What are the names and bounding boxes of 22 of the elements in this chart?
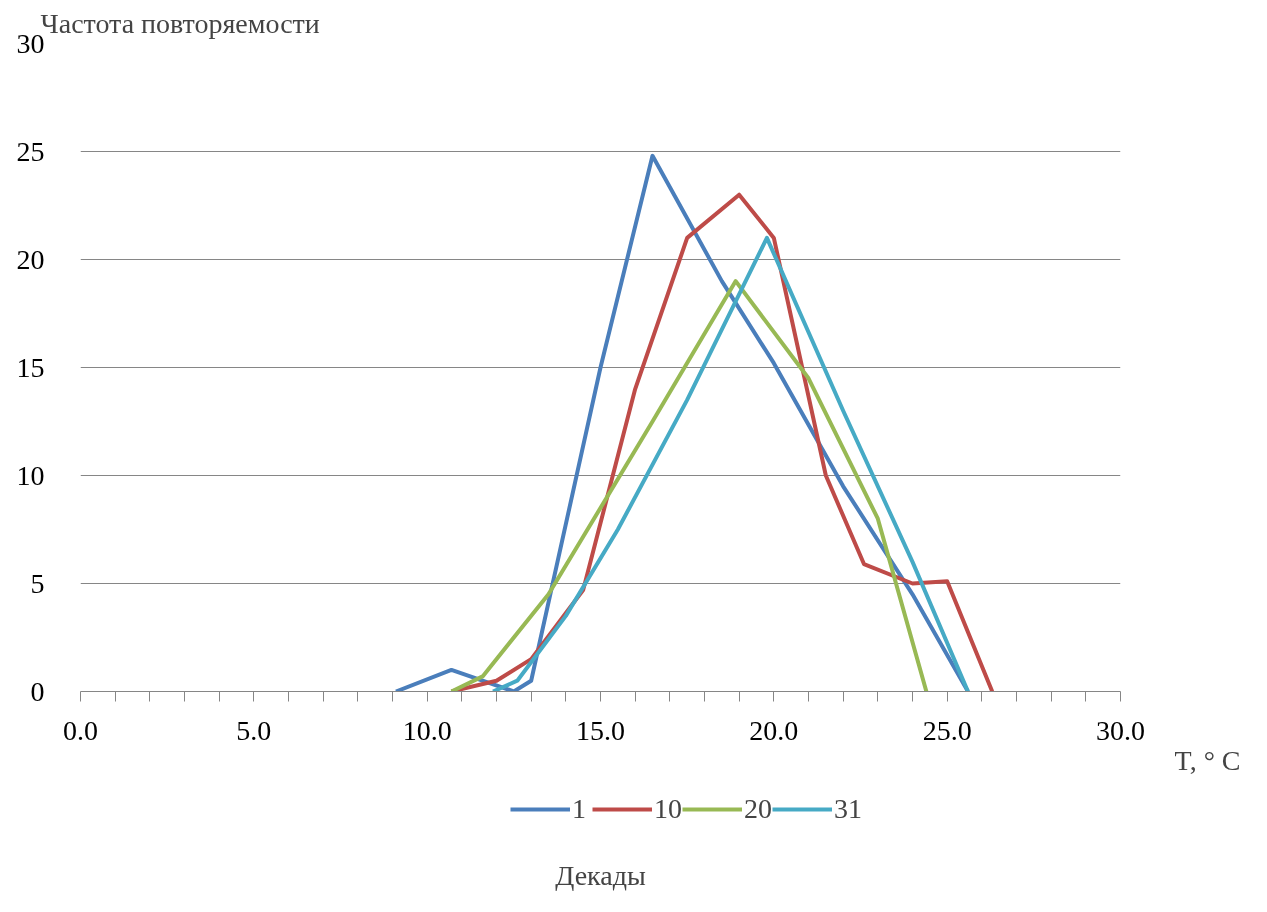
legend-label: 10	[654, 793, 682, 825]
x-tick-label: 0.0	[63, 714, 98, 746]
y-tick-label: 5	[30, 567, 45, 599]
legend-label: 31	[834, 793, 862, 825]
x-tick-label: 5.0	[236, 714, 272, 746]
x-tick-label: 15.0	[576, 714, 625, 746]
legend-title: Декады	[555, 859, 646, 891]
x-tick-label: 10.0	[402, 714, 452, 746]
legend-label: 1	[572, 793, 587, 825]
y-tick-label: 25	[16, 135, 45, 167]
x-tick-label: 25.0	[922, 714, 972, 746]
legend-label: 20	[744, 793, 772, 825]
y-tick-label: 0	[30, 675, 45, 707]
x-axis-title: T, ° C	[1174, 744, 1241, 776]
line-series	[449, 279, 929, 692]
y-tick-label: 20	[16, 243, 45, 275]
x-tick-label: 30.0	[1096, 714, 1145, 746]
y-tick-label: 15	[16, 351, 45, 383]
y-tick-label: 30	[16, 27, 45, 59]
x-tick-label: 20.0	[749, 714, 799, 746]
line-series	[491, 235, 970, 692]
y-tick-label: 10	[16, 459, 45, 491]
